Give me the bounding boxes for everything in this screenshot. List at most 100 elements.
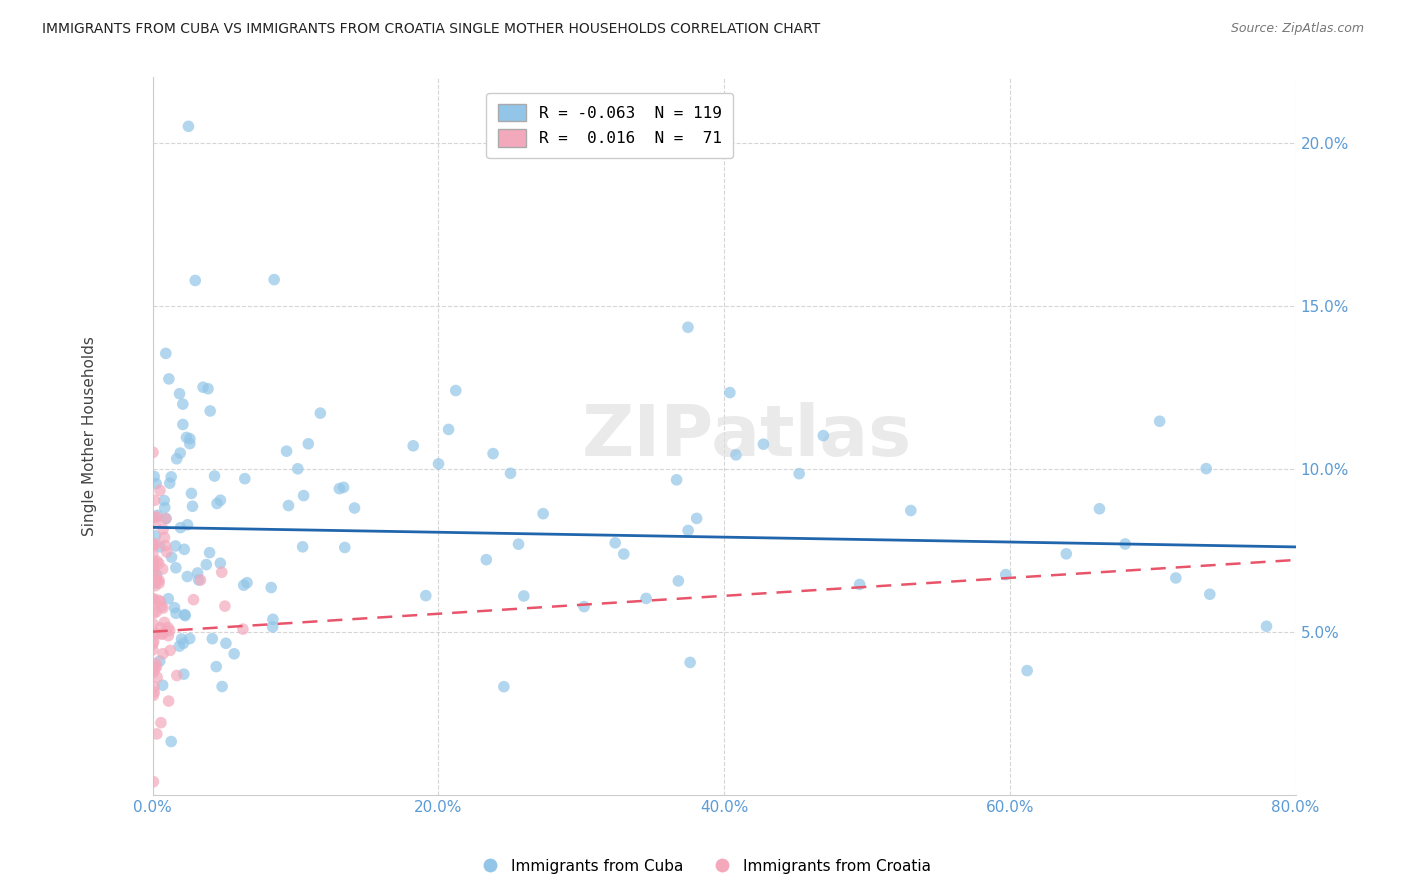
- Point: [665, 473, 688, 487]
- Point: [145, 657, 167, 671]
- Point: [297, 437, 319, 451]
- Point: [143, 493, 166, 508]
- Point: [415, 589, 437, 603]
- Legend: Immigrants from Cuba, Immigrants from Croatia: Immigrants from Cuba, Immigrants from Cr…: [468, 853, 938, 880]
- Legend: R = -0.063  N = 119, R =  0.016  N =  71: R = -0.063 N = 119, R = 0.016 N = 71: [486, 93, 734, 158]
- Point: [146, 670, 169, 684]
- Point: [1017, 664, 1039, 678]
- Point: [1164, 571, 1187, 585]
- Point: [148, 557, 170, 571]
- Point: [163, 600, 186, 615]
- Point: [718, 385, 741, 400]
- Point: [195, 558, 218, 572]
- Point: [157, 694, 180, 708]
- Point: [332, 480, 354, 494]
- Point: [142, 637, 165, 651]
- Point: [145, 516, 167, 531]
- Text: Single Mother Households: Single Mother Households: [83, 336, 97, 536]
- Point: [165, 539, 187, 553]
- Point: [513, 589, 536, 603]
- Point: [613, 547, 636, 561]
- Point: [191, 380, 214, 394]
- Point: [309, 406, 332, 420]
- Point: [142, 665, 165, 680]
- Point: [148, 576, 170, 591]
- Point: [142, 548, 165, 562]
- Point: [333, 541, 356, 555]
- Point: [152, 678, 174, 692]
- Point: [145, 567, 167, 582]
- Point: [232, 578, 254, 592]
- Point: [143, 469, 166, 483]
- Point: [236, 575, 259, 590]
- Point: [179, 436, 201, 450]
- Point: [149, 715, 172, 730]
- Point: [155, 346, 177, 360]
- Point: [179, 632, 201, 646]
- Point: [1054, 547, 1077, 561]
- Point: [169, 520, 191, 534]
- Point: [1198, 587, 1220, 601]
- Point: [291, 540, 314, 554]
- Point: [152, 647, 174, 661]
- Point: [813, 428, 835, 442]
- Point: [1256, 619, 1278, 633]
- Point: [152, 522, 174, 536]
- Point: [572, 599, 595, 614]
- Text: ZIPatlas: ZIPatlas: [582, 401, 912, 471]
- Point: [150, 627, 173, 641]
- Point: [149, 483, 172, 498]
- Point: [173, 607, 195, 622]
- Point: [153, 615, 176, 630]
- Point: [159, 476, 181, 491]
- Point: [152, 626, 174, 640]
- Point: [198, 404, 221, 418]
- Point: [152, 562, 174, 576]
- Point: [211, 680, 233, 694]
- Point: [142, 554, 165, 568]
- Point: [169, 446, 191, 460]
- Point: [146, 727, 169, 741]
- Point: [145, 476, 167, 491]
- Point: [146, 593, 169, 607]
- Point: [155, 511, 177, 525]
- Point: [169, 639, 191, 653]
- Point: [145, 529, 167, 543]
- Point: [142, 689, 165, 703]
- Point: [752, 437, 775, 451]
- Point: [142, 591, 165, 606]
- Point: [679, 656, 702, 670]
- Point: [190, 573, 212, 587]
- Point: [165, 561, 187, 575]
- Point: [142, 557, 165, 571]
- Point: [143, 596, 166, 610]
- Point: [153, 500, 176, 515]
- Point: [260, 581, 283, 595]
- Point: [437, 422, 460, 436]
- Point: [149, 654, 172, 668]
- Point: [149, 621, 172, 635]
- Point: [145, 510, 167, 524]
- Point: [233, 472, 256, 486]
- Point: [146, 574, 169, 588]
- Point: [187, 566, 209, 580]
- Point: [201, 632, 224, 646]
- Point: [143, 579, 166, 593]
- Point: [145, 659, 167, 673]
- Point: [142, 445, 165, 459]
- Point: [145, 537, 167, 551]
- Point: [224, 647, 246, 661]
- Point: [145, 605, 167, 619]
- Point: [636, 591, 658, 606]
- Point: [176, 517, 198, 532]
- Point: [157, 591, 180, 606]
- Point: [232, 622, 254, 636]
- Point: [605, 536, 627, 550]
- Point: [1114, 537, 1136, 551]
- Point: [444, 384, 467, 398]
- Point: [149, 594, 172, 608]
- Text: Source: ZipAtlas.com: Source: ZipAtlas.com: [1230, 22, 1364, 36]
- Point: [179, 432, 201, 446]
- Point: [145, 572, 167, 586]
- Point: [211, 566, 233, 580]
